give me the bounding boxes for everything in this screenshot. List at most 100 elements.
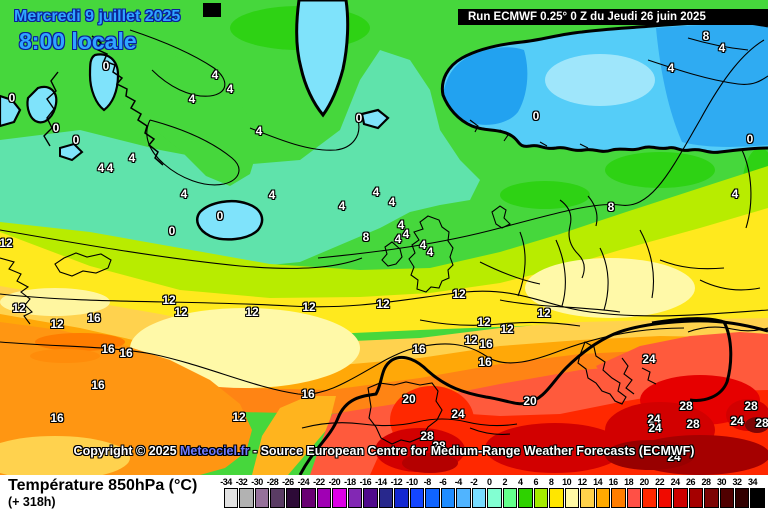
temp-contour-label: 16 bbox=[87, 311, 101, 325]
temp-contour-label: 4 bbox=[226, 82, 234, 96]
forecast-map[interactable]: 0 0 0 0 0 0 0 0 0 4 4 4 4 4 4 4 4 4 4 4 4 4 4 4 4 4 4 4 4 8 8 8 12 12 12 12… bbox=[0, 0, 768, 475]
temp-contour-label: 0 bbox=[355, 111, 363, 125]
temp-contour-label: 4 bbox=[426, 245, 434, 259]
temp-contour-label: 28 bbox=[420, 429, 434, 443]
temp-contour-label: 20 bbox=[523, 394, 537, 408]
scale-color-swatch bbox=[363, 488, 378, 508]
scale-tick-label: 30 bbox=[717, 477, 727, 487]
temp-contour-label: 4 bbox=[402, 227, 410, 241]
temp-contour-label: 12 bbox=[232, 410, 246, 424]
scale-tick-label: -6 bbox=[439, 477, 447, 487]
temp-contour-label: 4 bbox=[394, 232, 402, 246]
scale-color-swatch bbox=[301, 488, 316, 508]
scale-color-swatch bbox=[734, 488, 750, 508]
scale-tick-label: -26 bbox=[282, 477, 294, 487]
scale-tick-label: 32 bbox=[732, 477, 743, 487]
temp-contour-label: 4 bbox=[338, 199, 346, 213]
temp-contour-label: 12 bbox=[12, 301, 26, 315]
temp-contour-label: 4 bbox=[180, 187, 188, 201]
scale-tick-label: 2 bbox=[502, 477, 507, 487]
scale-tick-label: 26 bbox=[686, 477, 696, 487]
temp-contour-label: 12 bbox=[162, 293, 176, 307]
scale-color-swatch bbox=[549, 488, 564, 508]
scale-tick-label: 22 bbox=[655, 477, 665, 487]
temp-contour-label: 24 bbox=[647, 412, 661, 426]
scale-color-swatch bbox=[626, 488, 642, 508]
scale-color-swatch bbox=[688, 488, 704, 508]
run-info-text: Run ECMWF 0.25° 0 Z du Jeudi 26 juin 202… bbox=[468, 11, 706, 23]
scale-tick-label: 34 bbox=[747, 477, 758, 487]
scale-tick-label: 10 bbox=[562, 477, 572, 487]
scale-color-swatch bbox=[750, 488, 765, 508]
copyright-suffix: - Source European Centre for Medium-Rang… bbox=[249, 444, 695, 458]
copyright-line: Copyright © 2025 Meteociel.fr - Source E… bbox=[74, 444, 695, 458]
copyright-prefix: Copyright © 2025 bbox=[73, 444, 181, 458]
temp-contour-label: 12 bbox=[245, 305, 259, 319]
scale-color-swatch bbox=[642, 488, 657, 508]
scale-color-swatch bbox=[502, 488, 518, 508]
scale-tick-label: -18 bbox=[344, 477, 356, 487]
run-info-strip: Run ECMWF 0.25° 0 Z du Jeudi 26 juin 202… bbox=[458, 9, 768, 25]
scale-color-swatch bbox=[456, 488, 471, 508]
temp-contour-label: 4 bbox=[97, 161, 105, 175]
scale-tick-label: -2 bbox=[470, 477, 478, 487]
scale-tick-label: -20 bbox=[328, 477, 341, 487]
temp-contour-label: 0 bbox=[52, 121, 60, 135]
temp-contour-label: 24 bbox=[648, 421, 662, 435]
temp-contour-label: 4 bbox=[718, 41, 726, 55]
temp-contour-label: 12 bbox=[477, 315, 491, 329]
temp-contour-label: 28 bbox=[679, 399, 693, 413]
scale-tick-label: 6 bbox=[533, 477, 538, 487]
color-scale: -34 -32 -30 -28 -26 -24 -22 -20 -18 -16 -14 -12 -10-… bbox=[220, 475, 766, 512]
scale-color-swatch bbox=[704, 488, 719, 508]
legend-bar: Température 850hPa (°C) (+ 318h) -34 -32-… bbox=[0, 475, 768, 512]
temp-contour-label: 28 bbox=[744, 399, 758, 413]
temp-contour-label: 4 bbox=[128, 151, 136, 165]
temp-contour-label: 16 bbox=[478, 355, 492, 369]
scale-color-swatch bbox=[611, 488, 626, 508]
temp-contour-label: 16 bbox=[50, 411, 64, 425]
temp-contour-label: 12 bbox=[537, 306, 551, 320]
temp-contour-label: 4 bbox=[188, 92, 196, 106]
map-labels-layer: 0 0 0 0 0 0 0 0 0 4 4 4 4 4 4 4 4 4 4 4 4 4 4 4 4 4 4 4 4 8 8 8 12 12 12 12… bbox=[0, 29, 768, 464]
copyright-site-link[interactable]: Meteociel.fr bbox=[180, 444, 250, 458]
scale-tick-label: 16 bbox=[608, 477, 619, 487]
scale-tick-label: -34 bbox=[220, 477, 232, 487]
scale-color-swatch bbox=[719, 488, 734, 508]
scale-tick-label: -32 bbox=[235, 477, 248, 487]
temp-contour-label: 24 bbox=[730, 414, 744, 428]
scale-tick-label: -12 bbox=[390, 477, 403, 487]
scale-tick-label: -28 bbox=[266, 477, 279, 487]
temp-contour-label: 0 bbox=[216, 209, 224, 223]
scale-tick-label: -10 bbox=[406, 477, 418, 487]
legend-lead-time: (+ 318h) bbox=[8, 495, 56, 509]
temp-contour-label: 4 bbox=[667, 61, 675, 75]
scale-tick-label: -24 bbox=[297, 477, 310, 487]
scale-color-swatch bbox=[580, 488, 595, 508]
temp-contour-label: 0 bbox=[8, 91, 16, 105]
scale-tick-label: 4 bbox=[517, 477, 523, 487]
scale-color-swatch bbox=[332, 488, 347, 508]
temp-contour-label: 16 bbox=[119, 346, 133, 360]
scale-color-swatch bbox=[254, 488, 270, 508]
temp-contour-label: 8 bbox=[607, 200, 615, 214]
color-scale-ticks: -34 -32 -30 -28 -26 -24 -22 -20 -18 -16 -14 -12 -10-… bbox=[220, 475, 766, 488]
scale-tick-label: -4 bbox=[454, 477, 463, 487]
temp-contour-label: 4 bbox=[731, 187, 739, 201]
temp-contour-label: 28 bbox=[686, 417, 700, 431]
forecast-date: Mercredi 9 juillet 2025 bbox=[14, 8, 181, 25]
scale-tick-label: -16 bbox=[359, 477, 372, 487]
scale-color-swatch bbox=[394, 488, 409, 508]
temp-contour-label: 28 bbox=[432, 439, 446, 453]
scale-tick-label: 28 bbox=[701, 477, 712, 487]
scale-tick-label: 14 bbox=[593, 477, 603, 487]
temp-contour-label: 12 bbox=[0, 236, 13, 250]
temp-contour-label: 0 bbox=[102, 59, 110, 73]
temp-contour-label: 24 bbox=[451, 407, 465, 421]
scale-color-swatch bbox=[378, 488, 394, 508]
temp-contour-label: 20 bbox=[402, 392, 416, 406]
temp-contour-label: 12 bbox=[174, 305, 188, 319]
temp-contour-label: 4 bbox=[372, 185, 380, 199]
scale-tick-label: 8 bbox=[548, 477, 554, 487]
